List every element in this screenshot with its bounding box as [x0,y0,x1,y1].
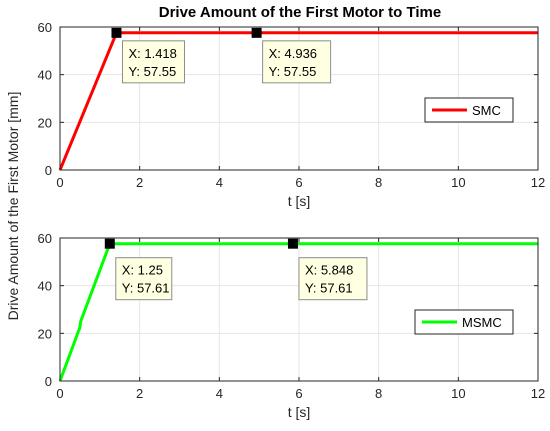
y-tick-label: 60 [38,231,52,246]
y-tick-label: 20 [38,115,52,130]
x-tick-label: 2 [136,386,143,401]
datatip-box [121,40,185,84]
datatip-box [298,257,368,301]
datatip: X: 4.936 Y: 57.55 [251,27,332,84]
x-tick-label: 0 [56,386,63,401]
datatip-box [115,257,173,301]
x-tick-label: 6 [295,386,302,401]
datatip-x-text: X: 5.848 [305,263,353,278]
legend: MSMC [414,309,514,335]
datatip: X: 5.848 Y: 57.61 [287,238,368,301]
datatip-x-text: X: 1.25 [122,263,163,278]
datatip-marker [111,27,122,38]
x-tick-label: 10 [451,386,465,401]
x-axis-label: t [s] [288,193,311,209]
x-tick-label: 0 [56,175,63,190]
x-tick-label: 8 [375,175,382,190]
x-tick-label: 12 [531,175,545,190]
x-tick-label: 10 [451,175,465,190]
x-tick-label: 2 [136,175,143,190]
datatip-x-text: X: 1.418 [128,46,176,61]
datatip-y-text: Y: 57.61 [122,281,170,296]
y-tick-label: 0 [45,163,52,178]
y-tick-label: 20 [38,326,52,341]
x-tick-label: 4 [216,175,223,190]
legend-entry-smc: SMC [472,103,501,118]
y-tick-label: 60 [38,20,52,35]
datatip-y-text: Y: 57.55 [128,64,176,79]
y-tick-label: 0 [45,374,52,389]
datatip-x-text: X: 4.936 [269,46,317,61]
y-tick-label: 40 [38,68,52,83]
x-tick-label: 8 [375,386,382,401]
legend-entry-msmc: MSMC [462,315,502,330]
datatip-marker [104,238,115,249]
x-axis-label: t [s] [288,404,311,420]
datatip-y-text: Y: 57.61 [305,281,353,296]
y-tick-label: 40 [38,279,52,294]
legend: SMC [424,97,514,123]
datatip-y-text: Y: 57.55 [269,64,317,79]
datatip-box [262,40,332,84]
datatip: X: 1.25 Y: 57.61 [104,238,173,301]
shared-y-axis-label: Drive Amount of the First Motor [mm] [5,92,21,321]
datatip-marker [287,238,298,249]
series-line-msmc [58,242,538,382]
x-tick-label: 4 [216,386,223,401]
x-tick-label: 12 [531,386,545,401]
figure-title: Drive Amount of the First Motor to Time [159,4,442,21]
datatip: X: 1.418 Y: 57.55 [111,27,185,84]
x-tick-label: 6 [295,175,302,190]
datatip-marker [251,27,262,38]
